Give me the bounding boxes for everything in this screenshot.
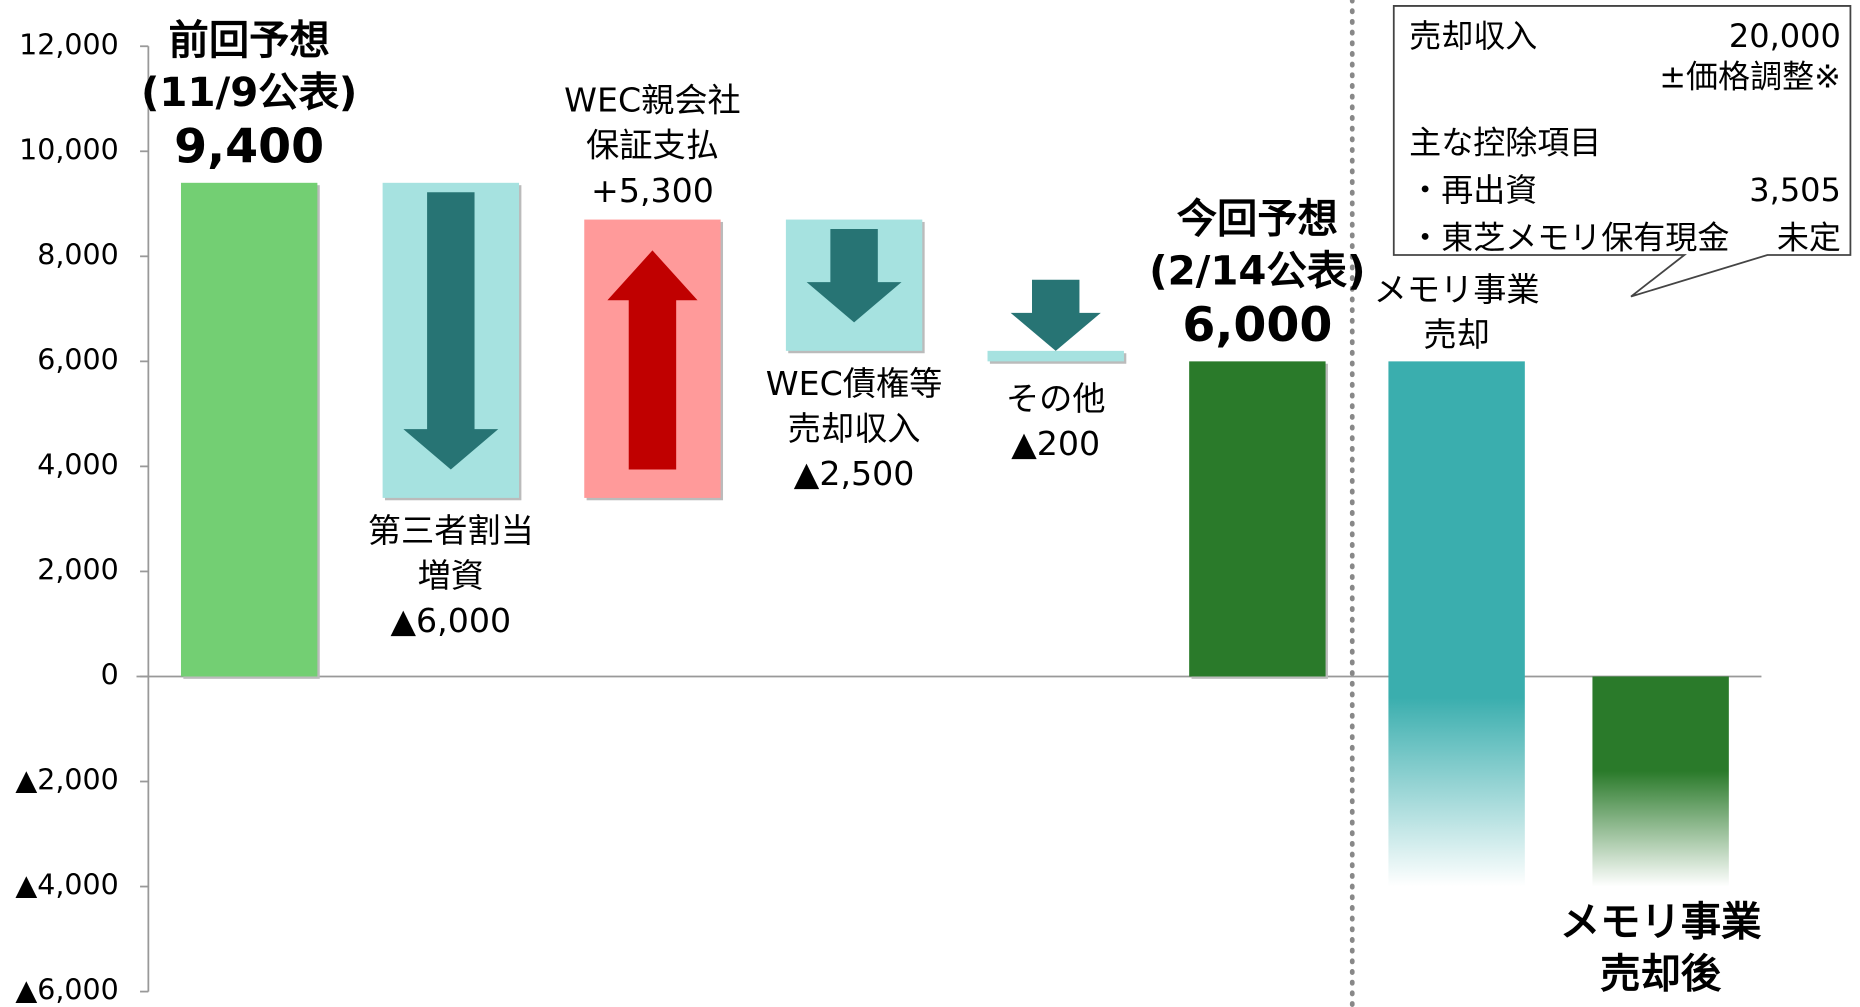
note-box: [1392, 5, 1852, 298]
bar: [1189, 361, 1326, 677]
y-tick-label: 4,000: [37, 448, 118, 481]
y-tick-label: 0: [101, 658, 119, 691]
category-label: 増資: [418, 556, 484, 595]
category-label: WEC債権等: [766, 364, 943, 403]
bar: [1388, 361, 1525, 887]
note-text: 売却収入: [1409, 17, 1537, 55]
category-label: 第三者割当: [368, 511, 534, 550]
value-label: ▲6,000: [391, 601, 512, 640]
bar: [180, 182, 318, 677]
arrow: [1010, 279, 1101, 351]
category-label: 売却後: [1600, 951, 1722, 998]
category-label: (2/14公表): [1149, 248, 1365, 295]
y-tick-label: ▲4,000: [15, 869, 118, 902]
y-tick-label: 8,000: [37, 238, 118, 271]
note-text: ・再出資: [1409, 171, 1537, 209]
arrow: [403, 192, 499, 470]
y-tick-label: 6,000: [37, 343, 118, 376]
note-value: 20,000: [1729, 17, 1841, 55]
note-value: 3,505: [1749, 171, 1841, 209]
y-tick-label: 10,000: [19, 133, 119, 166]
note-value: 未定: [1777, 219, 1841, 257]
value-label: 9,400: [174, 120, 324, 175]
category-label: WEC親会社: [564, 81, 741, 120]
value-label: ▲2,500: [794, 454, 915, 493]
category-label: (11/9公表): [141, 69, 357, 116]
arrow: [806, 229, 902, 323]
category-label: その他: [1006, 379, 1106, 418]
value-label: ▲200: [1011, 424, 1100, 463]
note-text: 主な控除項目: [1409, 124, 1601, 162]
note-value: ±価格調整※: [1659, 57, 1841, 95]
value-label: 6,000: [1182, 298, 1332, 353]
y-tick-label: ▲2,000: [15, 764, 118, 797]
bar: [1592, 676, 1729, 887]
category-label: 売却: [1423, 315, 1489, 354]
y-tick-label: ▲6,000: [15, 974, 118, 1007]
y-tick-label: 2,000: [37, 553, 118, 586]
category-label: メモリ事業: [1374, 270, 1540, 309]
bar: [987, 350, 1124, 362]
category-label: 売却収入: [788, 409, 921, 448]
category-label: 前回予想: [169, 17, 330, 64]
value-label: +5,300: [591, 171, 714, 210]
category-label: メモリ事業: [1560, 899, 1762, 946]
category-label: 今回予想: [1177, 195, 1338, 242]
y-tick-label: 12,000: [19, 28, 119, 61]
note-text: ・東芝メモリ保有現金: [1409, 219, 1729, 257]
arrow: [607, 250, 698, 470]
category-label: 保証支払: [586, 126, 719, 165]
